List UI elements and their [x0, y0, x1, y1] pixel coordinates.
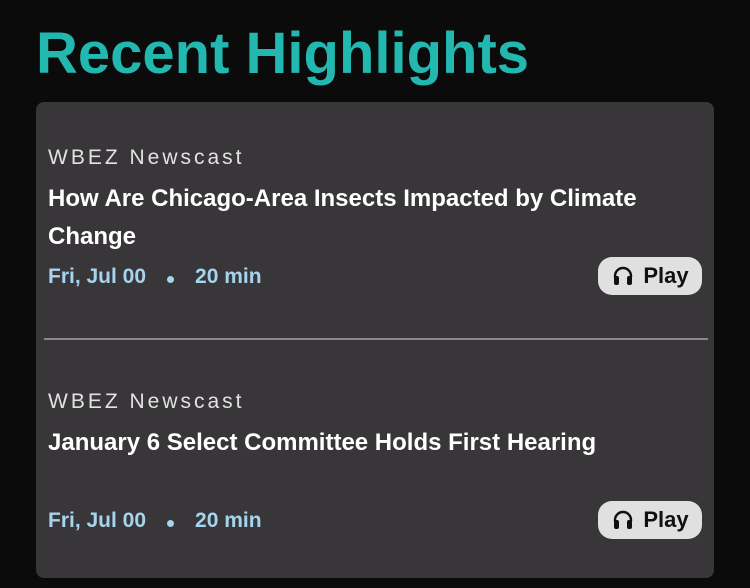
- episode-source: WBEZ Newscast: [48, 390, 245, 413]
- separator-dot-icon: [167, 519, 175, 527]
- episode-meta: Fri, Jul 00 20 min: [48, 509, 262, 533]
- play-button-label: Play: [643, 263, 689, 288]
- episode-title[interactable]: January 6 Select Committee Holds First H…: [48, 429, 597, 456]
- episode-duration: 20 min: [195, 265, 262, 288]
- play-button-label: Play: [643, 507, 689, 532]
- episode-meta-row: Fri, Jul 00 20 min Play: [48, 501, 702, 541]
- headphones-icon: [614, 510, 633, 529]
- highlights-panel: WBEZ Newscast How Are Chicago-Area Insec…: [36, 102, 714, 578]
- episode-date: Fri, Jul 00: [48, 265, 147, 288]
- separator-dot-icon: [167, 275, 175, 283]
- play-button[interactable]: Play: [598, 257, 702, 295]
- episode-title[interactable]: How Are Chicago-Area Insects Impacted by…: [48, 185, 637, 250]
- episode-duration: 20 min: [195, 509, 262, 532]
- play-button[interactable]: Play: [598, 501, 702, 539]
- episode-divider: [44, 338, 708, 340]
- episode-card[interactable]: WBEZ Newscast January 6 Select Committee…: [48, 388, 702, 539]
- episode-card[interactable]: WBEZ Newscast How Are Chicago-Area Insec…: [48, 144, 702, 295]
- episode-meta-row: Fri, Jul 00 20 min Play: [48, 257, 702, 297]
- headphones-icon: [614, 266, 633, 285]
- episode-source: WBEZ Newscast: [48, 146, 245, 169]
- episode-meta: Fri, Jul 00 20 min: [48, 265, 262, 289]
- episode-date: Fri, Jul 00: [48, 509, 147, 532]
- section-title: Recent Highlights: [36, 21, 530, 86]
